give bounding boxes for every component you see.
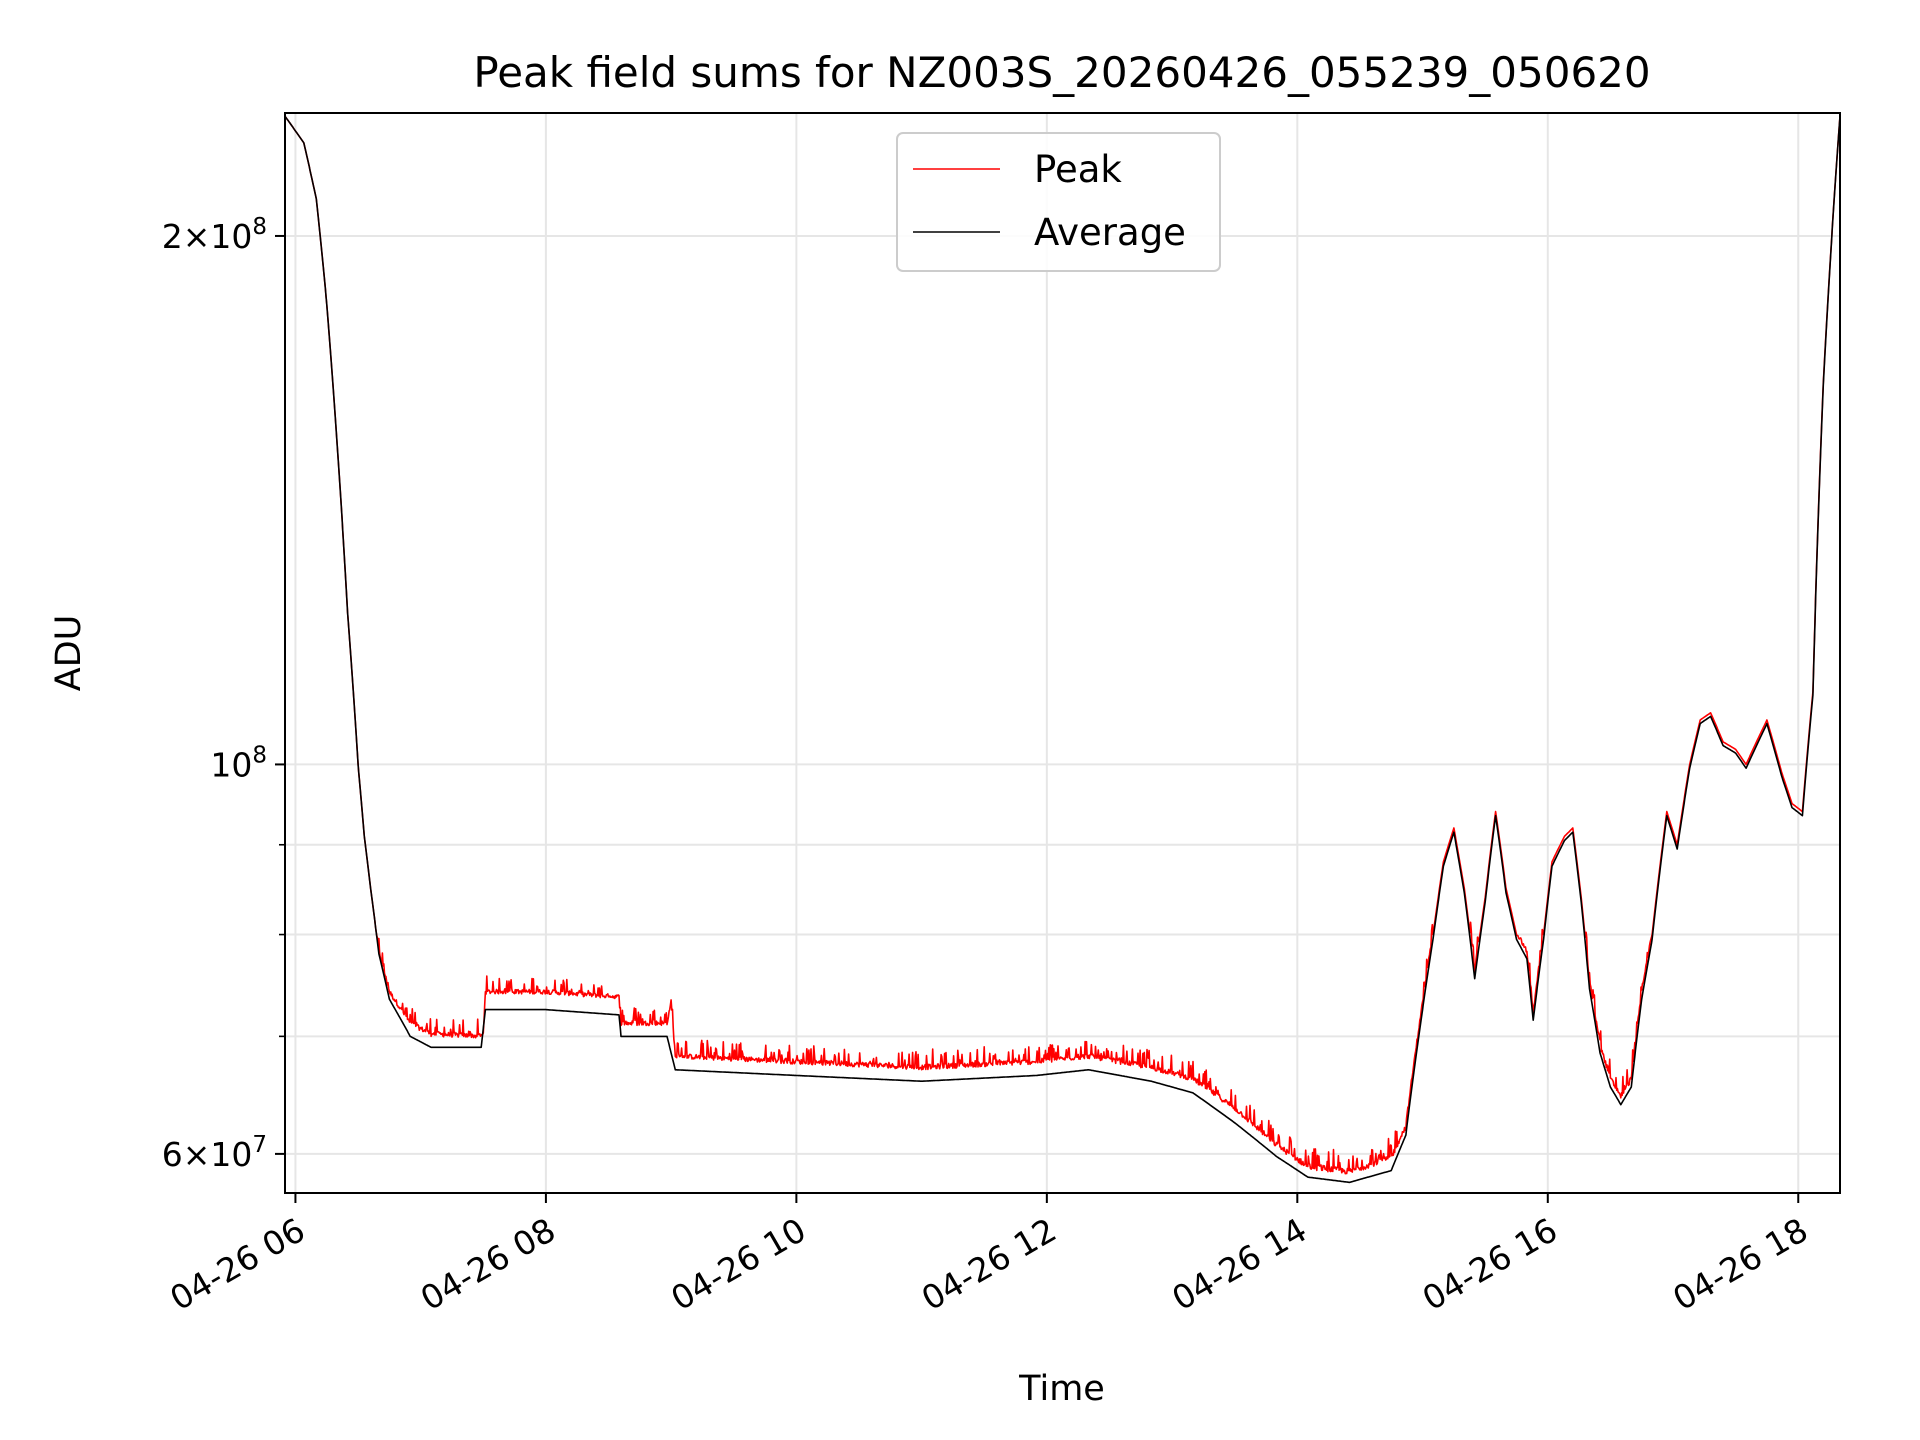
y-tick-label: 6×107 (162, 1132, 267, 1174)
y-tick-exponent: 8 (252, 742, 267, 768)
x-axis-label: Time (1018, 1369, 1105, 1409)
legend-box (896, 132, 1221, 272)
y-tick-base: 2× (162, 217, 211, 256)
y-tick-exponent: 7 (252, 1132, 267, 1158)
y-tick-base: 6× (162, 1135, 211, 1174)
legend-label: Average (1034, 211, 1186, 254)
y-tick-ten: 10 (210, 745, 252, 784)
chart-title: Peak field sums for NZ003S_20260426_0552… (473, 48, 1650, 97)
legend-label: Peak (1034, 148, 1122, 191)
y-tick-ten: 10 (210, 217, 252, 256)
series-line-average (285, 115, 1840, 1184)
y-tick-label: 2×108 (162, 214, 267, 256)
plot-frame (284, 112, 1841, 1194)
y-tick-exponent: 8 (252, 214, 267, 240)
y-tick-label: 108 (210, 742, 267, 784)
legend: Peak Average (896, 132, 1221, 272)
series-layer (285, 115, 1840, 1184)
y-tick-ten: 10 (210, 1135, 252, 1174)
y-axis-label: ADU (49, 615, 89, 692)
